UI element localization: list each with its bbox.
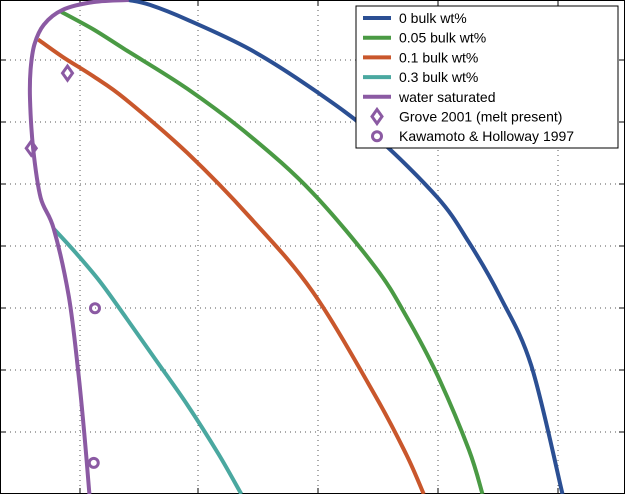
series-line-0-1-bulk-wt <box>36 37 426 494</box>
diamond-marker-grove-2001-melt-present-0 <box>60 63 75 83</box>
circle-marker-kawamoto-holloway-1997-0 <box>89 302 101 315</box>
series-line-0-05-bulk-wt <box>60 10 485 494</box>
circle-marker-kawamoto-holloway-1997-1 <box>87 456 100 469</box>
diamond-marker-grove-2001-melt-present-1 <box>24 138 39 158</box>
series-line-0-3-bulk-wt <box>52 227 244 494</box>
legend-swatch-grove-2001-melt-present <box>370 106 384 127</box>
series-line-water-saturated <box>27 0 129 494</box>
legend-label-0-1-bulk-wt: 0.1 bulk wt% <box>399 49 478 65</box>
data-markers <box>24 63 101 469</box>
legend-box <box>355 5 619 149</box>
legend-swatch-kawamoto-holloway-1997 <box>371 130 383 143</box>
legend-label-0-bulk-wt: 0 bulk wt% <box>399 10 467 26</box>
legend: 0 bulk wt% 0.05 bulk wt% 0.1 bulk wt% 0.3 b… <box>355 5 619 149</box>
legend-label-grove-2001-melt-present: Grove 2001 (melt present) <box>399 109 562 125</box>
legend-label-water-saturated: water saturated <box>398 89 496 105</box>
legend-label-kawamoto-holloway-1997: Kawamoto & Holloway 1997 <box>399 128 574 144</box>
legend-label-0-05-bulk-wt: 0.05 bulk wt% <box>399 30 486 46</box>
legend-label-0-3-bulk-wt: 0.3 bulk wt% <box>399 69 478 85</box>
